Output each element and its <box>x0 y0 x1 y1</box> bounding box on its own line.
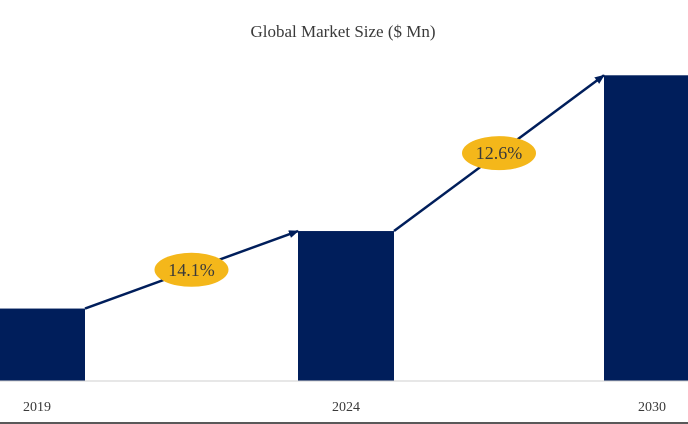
bar-2019 <box>0 308 85 381</box>
cagr-label-2: 12.6% <box>476 143 523 163</box>
bars-group <box>0 75 688 381</box>
x-tick-2024: 2024 <box>332 400 360 415</box>
cagr-label-1: 14.1% <box>168 260 215 280</box>
bar-2024 <box>298 231 394 381</box>
x-tick-2019: 2019 <box>23 400 51 415</box>
x-tick-2030: 2030 <box>638 400 666 415</box>
cagr-badge-2 <box>462 136 536 171</box>
growth-arrows-group: 14.1% 12.6% <box>84 74 605 310</box>
cagr-badge-1 <box>154 252 229 287</box>
chart-title: Global Market Size ($ Mn) <box>250 22 435 41</box>
x-axis-ticks: 2019 2024 2030 <box>23 400 666 415</box>
bar-2030 <box>604 75 688 381</box>
